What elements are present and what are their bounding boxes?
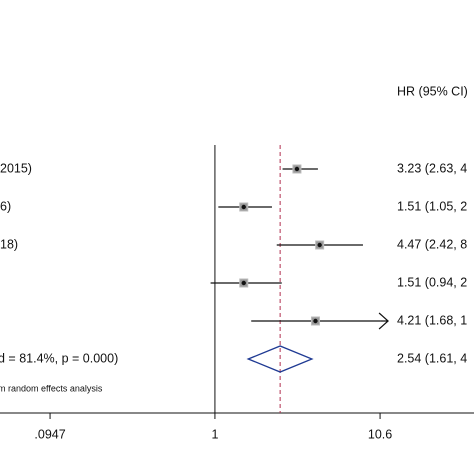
footnote: m random effects analysis	[0, 383, 103, 393]
summary-diamond	[246, 345, 314, 373]
value-label: 1.51 (0.94, 2	[397, 275, 467, 289]
point	[317, 242, 322, 248]
value-label: 4.47 (2.42, 8	[397, 237, 467, 251]
summary-value-label: 2.54 (1.61, 4	[397, 351, 467, 365]
point	[241, 204, 246, 210]
study-label: 18)	[0, 237, 18, 251]
point	[313, 318, 318, 324]
study-label: 2015)	[0, 161, 32, 175]
value-label: 1.51 (1.05, 2	[397, 199, 467, 213]
value-label: 4.21 (1.68, 1	[397, 313, 467, 327]
x-tick-label: .0947	[34, 427, 65, 441]
x-tick-label: 10.6	[368, 427, 392, 441]
value-label: 3.23 (2.63, 4	[397, 161, 467, 175]
study-label: 6)	[0, 199, 11, 213]
point	[241, 280, 246, 286]
point	[294, 166, 300, 172]
summary-label: d = 81.4%, p = 0.000)	[0, 351, 118, 365]
column-header: HR (95% CI)	[397, 84, 468, 98]
ci-arrow	[378, 312, 389, 330]
x-tick-label: 1	[211, 427, 218, 441]
